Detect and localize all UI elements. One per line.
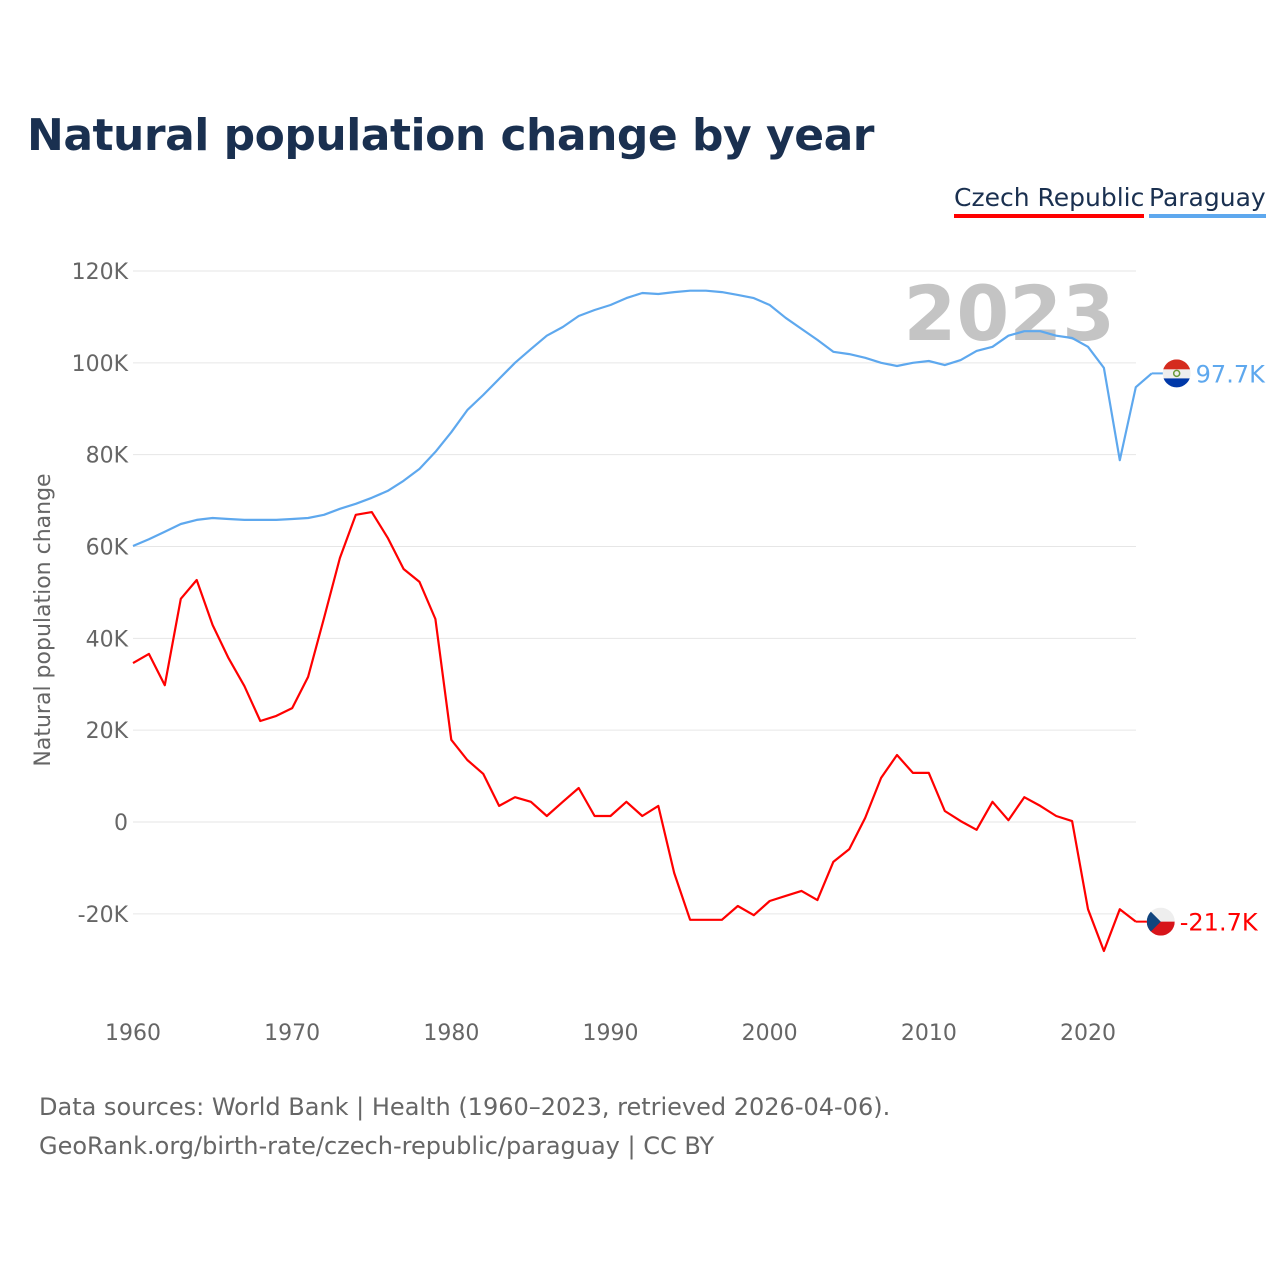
y-tick-label: 60K: [86, 536, 129, 561]
y-tick-label: 100K: [72, 352, 129, 377]
y-tick-label: 80K: [86, 444, 129, 469]
x-tick-label: 1990: [583, 1021, 639, 1046]
end-value-label: 97.7K: [1196, 360, 1266, 388]
x-tick-label: 1960: [105, 1021, 161, 1046]
legend-czech-republic[interactable]: Czech Republic: [954, 183, 1145, 218]
x-tick-label: 2010: [901, 1021, 957, 1046]
series-line-paraguay: [132, 289, 1153, 548]
x-tick-label: 1970: [264, 1021, 320, 1046]
y-tick-label: 40K: [86, 627, 129, 652]
y-tick-label: 20K: [86, 719, 129, 744]
source-line: Data sources: World Bank | Health (1960–…: [39, 1093, 891, 1121]
x-tick-label: 2000: [742, 1021, 798, 1046]
y-axis-label: Natural population change: [31, 473, 56, 766]
y-tick-label: 120K: [72, 260, 129, 285]
x-tick-label: 1980: [423, 1021, 479, 1046]
x-tick-label: 2020: [1060, 1021, 1116, 1046]
series-line-czech-republic: [132, 510, 1137, 953]
czech-flag-icon: [1146, 907, 1175, 936]
legend-paraguay[interactable]: Paraguay: [1149, 183, 1266, 218]
paraguay-flag-icon: [1162, 359, 1191, 388]
y-tick-label: -20K: [78, 903, 129, 928]
source-link[interactable]: GeoRank.org/birth-rate/czech-republic/pa…: [39, 1132, 715, 1160]
end-value-label: -21.7K: [1180, 909, 1259, 937]
y-tick-label: 0: [114, 811, 128, 836]
chart-title: Natural population change by year: [27, 110, 874, 161]
source-note: Data sources: World Bank | Health (1960–…: [39, 1088, 890, 1166]
